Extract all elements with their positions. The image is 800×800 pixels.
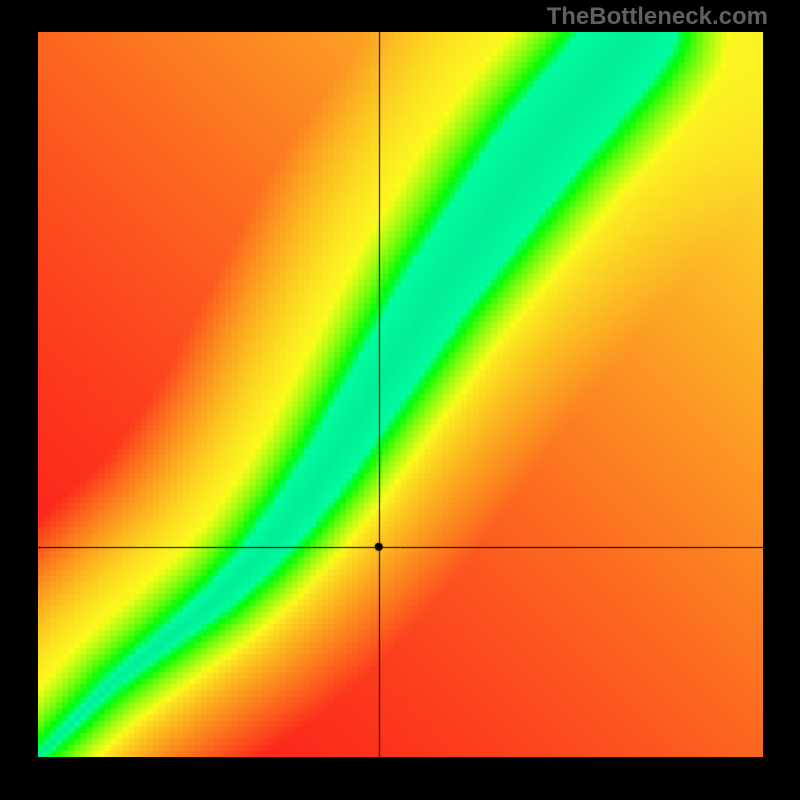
chart-container: TheBottleneck.com <box>0 0 800 800</box>
source-watermark: TheBottleneck.com <box>547 3 768 31</box>
bottleneck-heatmap <box>38 32 763 757</box>
